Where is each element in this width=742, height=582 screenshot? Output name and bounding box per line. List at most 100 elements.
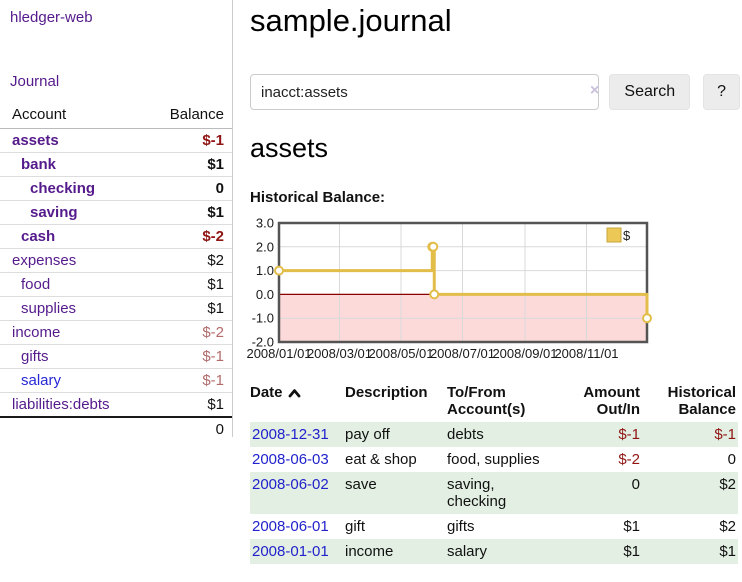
svg-text:2008/07/01: 2008/07/01 xyxy=(430,346,495,361)
transaction-description: income xyxy=(345,543,394,560)
account-balance: $-1 xyxy=(142,344,232,369)
transaction-date-link[interactable]: 2008-12-31 xyxy=(252,426,329,443)
help-button[interactable]: ? xyxy=(703,74,740,110)
transaction-amount: $1 xyxy=(623,518,640,535)
svg-text:2008/09/01: 2008/09/01 xyxy=(492,346,557,361)
accounts-total-value: 0 xyxy=(142,416,232,441)
svg-text:2.0: 2.0 xyxy=(256,239,274,254)
account-link-cash[interactable]: cash xyxy=(21,228,56,245)
transaction-accounts: gifts xyxy=(447,518,475,535)
accounts-header-account: Account xyxy=(0,103,143,129)
app-brand-link[interactable]: hledger-web xyxy=(10,9,93,26)
account-row: cash $-2 xyxy=(0,224,232,249)
account-balance: 0 xyxy=(142,176,232,201)
register-row: 2008-06-01 gift gifts $1 $2 xyxy=(250,514,738,539)
account-row: salary $-1 xyxy=(0,368,232,393)
svg-text:-2.0: -2.0 xyxy=(252,335,274,350)
page-title: sample.journal xyxy=(250,3,452,38)
account-row: liabilities:debts $1 xyxy=(0,392,232,418)
data-point-marker xyxy=(642,313,652,324)
register-header-date[interactable]: Date xyxy=(250,382,345,422)
transaction-amount: $-2 xyxy=(618,451,640,468)
svg-text:0.0: 0.0 xyxy=(256,287,274,302)
account-balance: $-1 xyxy=(142,128,232,153)
sidebar-item-journal[interactable]: Journal xyxy=(10,73,60,90)
register-row: 2008-06-02 save saving, checking 0 $2 xyxy=(250,472,738,514)
svg-text:3.0: 3.0 xyxy=(256,216,274,231)
account-row: supplies $1 xyxy=(0,296,232,321)
register-row: 2008-01-01 income salary $1 $1 xyxy=(250,539,738,564)
account-row: saving $1 xyxy=(0,200,232,225)
register-header-balance: Historical Balance xyxy=(667,384,736,418)
register-table: Date Description To/From Account(s) Amou… xyxy=(250,382,738,564)
account-row: gifts $-1 xyxy=(0,344,232,369)
transaction-description: gift xyxy=(345,518,366,535)
search-input[interactable] xyxy=(250,74,600,110)
transaction-description: eat & shop xyxy=(345,451,417,468)
accounts-table: Account Balance assets $-1 bank $1 checking 0… xyxy=(0,103,232,441)
transaction-description: pay off xyxy=(345,426,390,443)
search-form: × Search ? xyxy=(250,74,740,110)
transaction-accounts: debts xyxy=(447,426,484,443)
account-balance: $1 xyxy=(142,296,232,321)
account-balance: $1 xyxy=(142,272,232,297)
svg-text:2008/05/01: 2008/05/01 xyxy=(368,346,433,361)
svg-text:2008/03/01: 2008/03/01 xyxy=(307,346,372,361)
legend-label: $ xyxy=(623,228,631,243)
transaction-balance: $-1 xyxy=(714,426,736,443)
search-button[interactable]: Search xyxy=(609,74,691,110)
transaction-balance: $2 xyxy=(719,476,736,493)
transaction-description: save xyxy=(345,476,377,493)
account-row: income $-2 xyxy=(0,320,232,345)
data-point-marker xyxy=(274,265,284,276)
account-link-assets[interactable]: assets xyxy=(12,132,59,149)
sidebar: hledger-web Journal Account Balance asse… xyxy=(0,0,233,441)
account-link-food[interactable]: food xyxy=(21,276,51,293)
register-header-accounts: To/From Account(s) xyxy=(447,384,526,418)
account-row: expenses $2 xyxy=(0,248,232,273)
svg-text:2008/11/01: 2008/11/01 xyxy=(554,346,618,361)
chart-label: Historical Balance: xyxy=(250,189,386,206)
account-link-saving[interactable]: saving xyxy=(30,204,78,221)
account-balance: $1 xyxy=(142,152,232,177)
transaction-balance: $1 xyxy=(719,543,736,560)
account-link-supplies[interactable]: supplies xyxy=(21,300,77,317)
transaction-date-link[interactable]: 2008-01-01 xyxy=(252,543,329,560)
clear-search-icon[interactable]: × xyxy=(590,82,600,99)
account-balance: $-2 xyxy=(142,224,232,249)
transaction-balance: 0 xyxy=(727,451,736,468)
accounts-header-balance: Balance xyxy=(142,103,232,129)
register-row: 2008-12-31 pay off debts $-1 $-1 xyxy=(250,422,738,447)
account-balance: $-1 xyxy=(142,368,232,393)
data-point-marker xyxy=(429,289,440,300)
transaction-date-link[interactable]: 2008-06-02 xyxy=(252,476,329,493)
account-link-checking[interactable]: checking xyxy=(30,180,96,197)
legend-swatch xyxy=(606,227,622,243)
account-link-bank[interactable]: bank xyxy=(21,156,57,173)
transaction-accounts: saving, checking xyxy=(447,476,507,510)
account-row: food $1 xyxy=(0,272,232,297)
account-link-liabilities-debts[interactable]: liabilities:debts xyxy=(12,396,110,413)
svg-text:1.0: 1.0 xyxy=(256,263,274,278)
transaction-amount: $1 xyxy=(623,543,640,560)
transaction-date-link[interactable]: 2008-06-01 xyxy=(252,518,329,535)
account-link-salary[interactable]: salary xyxy=(21,372,62,389)
account-row: assets $-1 xyxy=(0,128,232,153)
account-link-gifts[interactable]: gifts xyxy=(21,348,49,365)
register-header-amount: Amount Out/In xyxy=(583,384,640,418)
data-point-marker xyxy=(428,241,439,252)
main-content: sample.journal × Search ? assets Histori… xyxy=(246,0,740,564)
account-row: checking 0 xyxy=(0,176,232,201)
svg-text:2008/01/01: 2008/01/01 xyxy=(246,346,311,361)
account-balance: $-2 xyxy=(142,320,232,345)
register-row: 2008-06-03 eat & shop food, supplies $-2 0 xyxy=(250,447,738,472)
transaction-accounts: food, supplies xyxy=(447,451,540,468)
account-link-income[interactable]: income xyxy=(12,324,61,341)
transaction-date-link[interactable]: 2008-06-03 xyxy=(252,451,329,468)
register-header-description: Description xyxy=(345,384,428,401)
account-title: assets xyxy=(250,133,329,163)
account-balance: $1 xyxy=(142,200,232,225)
account-balance: $2 xyxy=(142,248,232,273)
transaction-amount: $-1 xyxy=(618,426,640,443)
account-link-expenses[interactable]: expenses xyxy=(12,252,77,269)
